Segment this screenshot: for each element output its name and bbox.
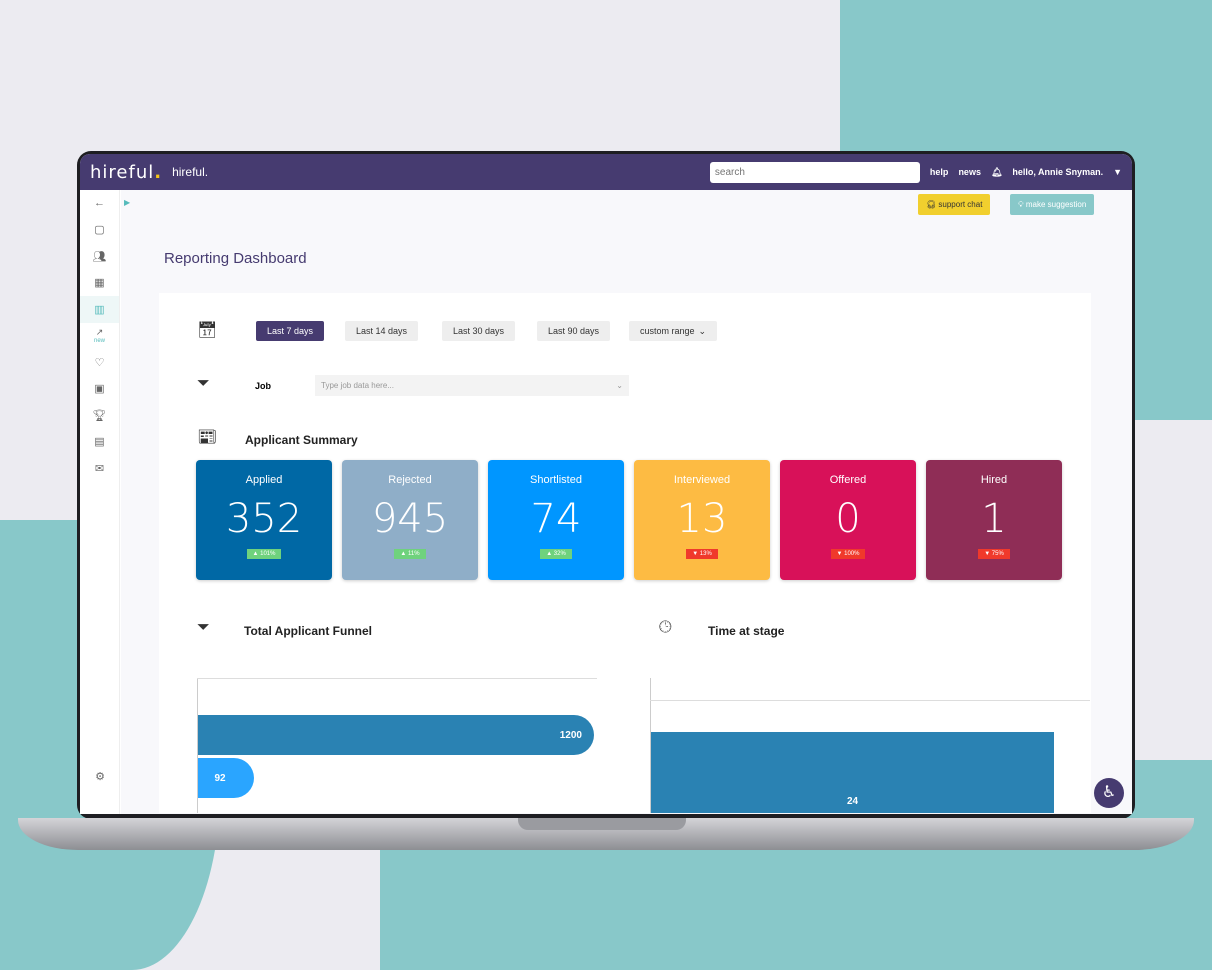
card-label: Applied [245,474,283,486]
filter-icon: ⏷ [197,375,210,392]
laptop-frame: hireful. hireful. help news 🔔︎ hello, An… [77,151,1135,819]
screen-icon[interactable]: ▣ [94,383,105,396]
document-icon: 📰︎ [197,429,218,446]
news-link[interactable]: news [958,167,981,177]
reports-icon[interactable]: ▥ [80,296,119,323]
calendar-icon: 📅︎ [197,322,218,339]
time-gridline [650,700,1090,701]
summary-card[interactable]: Shortlisted 74 ▲ 32% [488,460,624,580]
card-label: Shortlisted [530,474,582,486]
card-value: 74 [530,496,582,542]
range-button[interactable]: Last 30 days [442,321,516,341]
make-suggestion-button[interactable]: 💡︎ make suggestion [1010,194,1095,215]
funnel-gridline [197,678,597,679]
card-label: Hired [980,474,1008,486]
accessibility-icon[interactable]: ♿︎ [1094,778,1124,808]
analytics-new-icon[interactable]: ↗ new [93,327,105,345]
change-badge: ▼ 13% [686,549,718,559]
search-input[interactable] [709,161,920,183]
funnel-title: Total Applicant Funnel [244,624,372,638]
briefcase-icon[interactable]: ▢ [94,224,105,237]
help-link[interactable]: help [929,167,949,177]
user-menu[interactable]: hello, Annie Snyman. [1012,167,1104,177]
card-label: Interviewed [673,474,731,486]
range-button[interactable]: Last 14 days [345,321,419,341]
custom-range-select[interactable]: custom range ⌄ [629,321,717,341]
funnel-bar: 1200 [198,715,594,755]
summary-card[interactable]: Hired 1 ▼ 75% [926,460,1062,580]
dashboard-panel: 📅︎ Last 7 days Last 14 days Last 30 days La… [159,293,1091,813]
bell-icon[interactable]: 🔔︎ [990,166,1003,177]
page-title: Reporting Dashboard [164,250,307,267]
card-value: 1 [981,496,1007,542]
back-arrow-icon[interactable]: ← [94,197,105,210]
top-bar: hireful. hireful. help news 🔔︎ hello, An… [80,154,1132,190]
range-button[interactable]: Last 90 days [537,321,611,341]
support-chat-button[interactable]: 🎧︎ support chat [918,194,991,215]
change-badge: ▼ 75% [978,549,1010,559]
card-value: 0 [835,496,861,542]
expand-sidebar-icon[interactable]: ▶ [124,198,131,207]
card-value: 352 [225,496,303,542]
mail-icon[interactable]: ✉ [94,462,105,475]
new-badge: new [93,338,105,345]
logo[interactable]: hireful. [90,161,163,183]
chevron-down-icon[interactable]: ▼ [1113,167,1122,177]
main-content: ▶ 🎧︎ support chat 💡︎ make suggestion Rep… [121,190,1132,814]
clipboard-icon[interactable]: ▤ [94,436,105,449]
calendar-icon[interactable]: ▦ [94,277,105,290]
change-badge: ▲ 32% [540,549,572,559]
funnel-axis [197,678,198,813]
card-label: Offered [829,474,867,486]
time-axis [650,678,651,813]
funnel-icon: ⏷ [197,619,210,636]
range-button[interactable]: Last 7 days [256,321,325,341]
summary-card[interactable]: Rejected 945 ▲ 11% [342,460,478,580]
card-value: 945 [371,496,449,542]
summary-title: Applicant Summary [245,433,358,447]
sidebar: ← ▢ 👥︎ ▦ ▥ ↗ new ♡ ▣ 🏆︎ ▤ ✉ ⚙ [80,190,120,814]
laptop-notch [518,818,686,830]
funnel-bar: 92 [198,758,254,798]
time-bar: 24 [651,732,1054,813]
trophy-icon[interactable]: 🏆︎ [92,409,107,422]
summary-card[interactable]: Interviewed 13 ▼ 13% [634,460,770,580]
clock-icon: 🕒︎ [659,619,672,636]
heart-icon[interactable]: ♡ [94,356,105,369]
change-badge: ▲ 11% [394,549,426,559]
summary-card[interactable]: Applied 352 ▲ 101% [196,460,332,580]
users-icon[interactable]: 👥︎ [92,250,107,263]
time-at-stage-title: Time at stage [708,624,785,638]
card-value: 13 [676,496,728,542]
change-badge: ▲ 101% [246,549,282,559]
change-badge: ▼ 100% [830,549,866,559]
job-label: Job [255,381,272,391]
job-input[interactable]: Type job data here... ⌄ [315,375,629,396]
settings-icon[interactable]: ⚙ [95,771,105,784]
card-label: Rejected [388,474,432,486]
summary-card[interactable]: Offered 0 ▼ 100% [780,460,916,580]
org-name: hireful. [172,165,209,179]
